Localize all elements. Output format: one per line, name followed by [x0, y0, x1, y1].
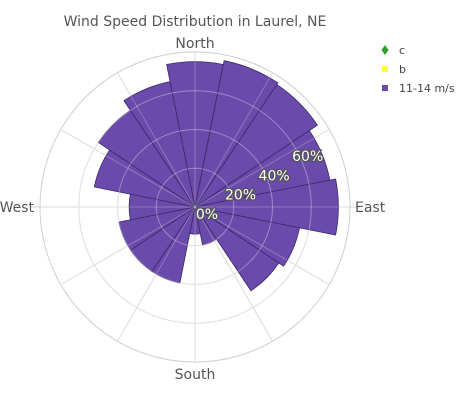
- radial-tick-label: 60%: [292, 149, 323, 165]
- radial-tick-label: 20%: [225, 188, 256, 204]
- chart-title: Wind Speed Distribution in Laurel, NE: [64, 14, 327, 30]
- grid-spoke-overlay: [117, 72, 196, 208]
- legend-marker-11-14-m/s: [382, 85, 388, 91]
- legend-marker-c: [381, 45, 389, 55]
- bar-SE: [194, 206, 280, 292]
- compass-label-south: South: [175, 367, 216, 383]
- grid-spoke-overlay: [194, 206, 273, 342]
- radial-tick-label: 40%: [259, 168, 290, 184]
- grid-spoke-overlay: [60, 129, 196, 208]
- radial-tick-labels: 0% 20%40%60%: [195, 148, 325, 225]
- grid-circle-overlay: [155, 167, 235, 247]
- bar-NE: [194, 84, 318, 208]
- grid-spoke-overlay: [117, 206, 196, 342]
- grid-spoke-overlay: [194, 206, 330, 285]
- legend-label: b: [399, 63, 406, 76]
- legend-label: c: [399, 44, 405, 57]
- grid-spoke-overlay: [194, 72, 273, 208]
- compass-label-west: West: [0, 200, 35, 216]
- grid-spoke-overlay: [194, 129, 330, 208]
- bar-E: [194, 178, 339, 236]
- grid-spoke-overlay: [60, 206, 196, 285]
- legend-marker-b: [382, 66, 388, 72]
- bar-ESE: [194, 206, 300, 267]
- radial-tick-label: 0%: [196, 207, 218, 223]
- legend: cb 11-14 m/s: [381, 44, 455, 95]
- grid-overlay: [40, 52, 350, 362]
- grid-circle-overlay: [117, 129, 273, 285]
- legend-label: 11-14 m/s: [399, 82, 455, 95]
- compass-label-north: North: [175, 36, 214, 52]
- bar-SSE: [194, 206, 218, 246]
- bars-layer: [40, 52, 350, 362]
- grid-circle-overlay: [78, 90, 312, 324]
- compass-labels: North East South West: [0, 36, 386, 383]
- bar-WSW: [118, 206, 196, 251]
- bar-NNE: [194, 60, 279, 208]
- bar-NNW: [123, 81, 196, 208]
- compass-label-east: East: [355, 200, 386, 216]
